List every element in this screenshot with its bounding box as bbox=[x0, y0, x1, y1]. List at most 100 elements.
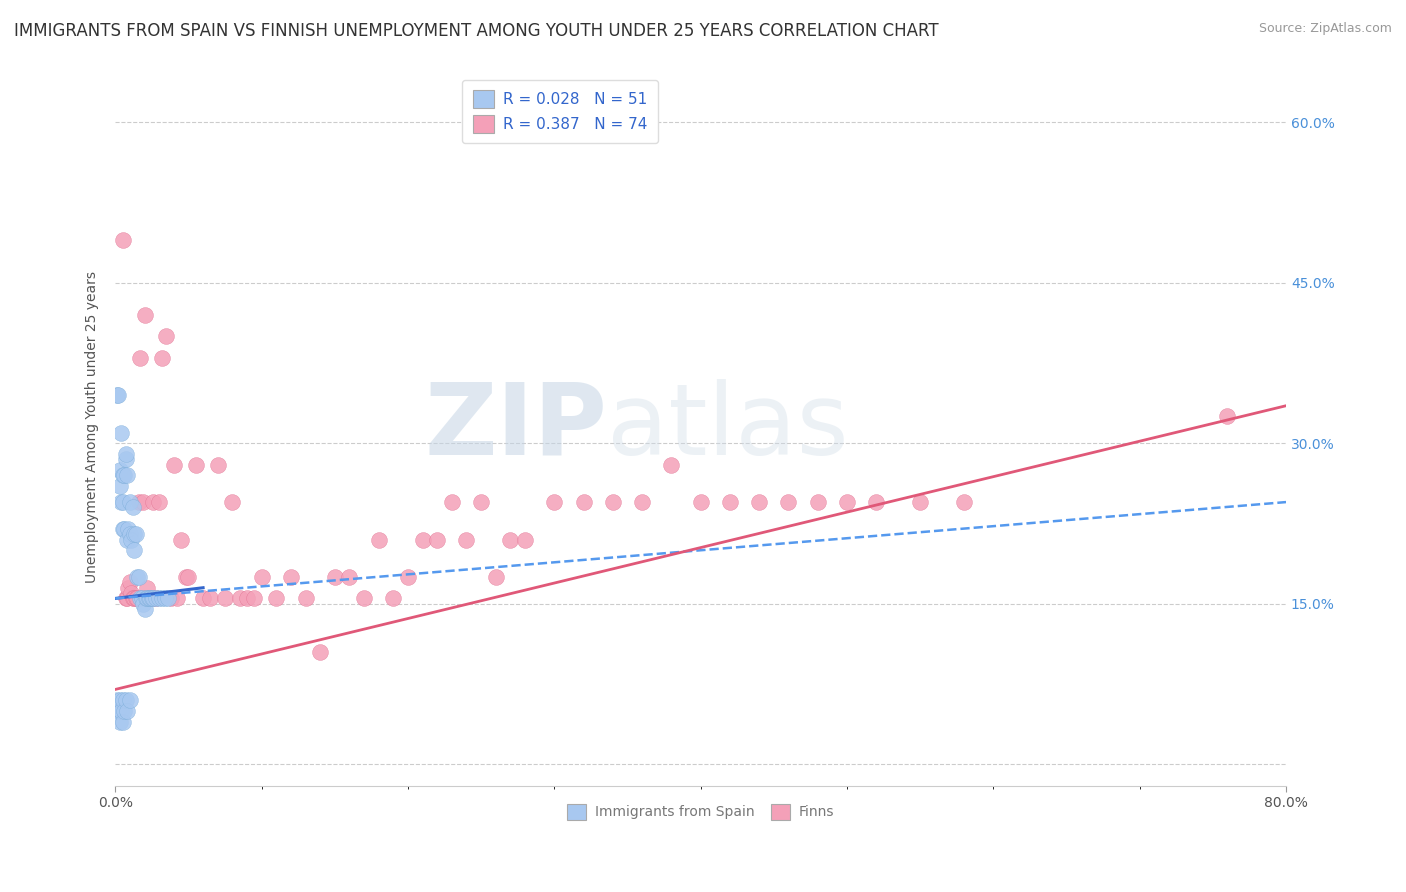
Point bbox=[118, 575, 141, 590]
Point bbox=[631, 495, 654, 509]
Point bbox=[309, 645, 332, 659]
Point bbox=[156, 591, 179, 606]
Point bbox=[200, 591, 222, 606]
Point bbox=[110, 704, 132, 718]
Point bbox=[396, 570, 419, 584]
Point bbox=[155, 329, 177, 343]
Point bbox=[412, 533, 434, 547]
Point bbox=[718, 495, 741, 509]
Point bbox=[138, 591, 160, 606]
Point bbox=[129, 351, 152, 365]
Point bbox=[572, 495, 595, 509]
Point bbox=[110, 495, 132, 509]
Point bbox=[111, 522, 134, 536]
Point bbox=[280, 570, 302, 584]
Point bbox=[177, 570, 200, 584]
Point bbox=[1216, 409, 1239, 424]
Point bbox=[120, 533, 142, 547]
Point bbox=[908, 495, 931, 509]
Point bbox=[111, 714, 134, 729]
Point bbox=[128, 570, 150, 584]
Point bbox=[115, 468, 138, 483]
Point bbox=[426, 533, 449, 547]
Point bbox=[207, 458, 229, 472]
Point bbox=[150, 591, 173, 606]
Point bbox=[153, 591, 176, 606]
Text: IMMIGRANTS FROM SPAIN VS FINNISH UNEMPLOYMENT AMONG YOUTH UNDER 25 YEARS CORRELA: IMMIGRANTS FROM SPAIN VS FINNISH UNEMPLO… bbox=[14, 22, 939, 40]
Point bbox=[136, 581, 159, 595]
Text: Source: ZipAtlas.com: Source: ZipAtlas.com bbox=[1258, 22, 1392, 36]
Point bbox=[134, 602, 156, 616]
Point bbox=[125, 527, 148, 541]
Point bbox=[456, 533, 478, 547]
Point bbox=[953, 495, 976, 509]
Point bbox=[108, 693, 131, 707]
Point bbox=[148, 591, 170, 606]
Point bbox=[602, 495, 624, 509]
Point bbox=[243, 591, 266, 606]
Point bbox=[112, 704, 135, 718]
Point bbox=[131, 591, 153, 606]
Point bbox=[131, 591, 153, 606]
Point bbox=[184, 458, 207, 472]
Point bbox=[250, 570, 273, 584]
Point bbox=[163, 458, 186, 472]
Point bbox=[118, 527, 141, 541]
Point bbox=[543, 495, 565, 509]
Point bbox=[513, 533, 536, 547]
Point bbox=[339, 570, 361, 584]
Point bbox=[115, 591, 138, 606]
Point bbox=[127, 570, 149, 584]
Text: ZIP: ZIP bbox=[425, 378, 607, 475]
Point bbox=[145, 591, 167, 606]
Point bbox=[191, 591, 214, 606]
Point bbox=[440, 495, 463, 509]
Point bbox=[353, 591, 375, 606]
Point bbox=[689, 495, 711, 509]
Point bbox=[264, 591, 287, 606]
Point bbox=[121, 591, 143, 606]
Point bbox=[499, 533, 522, 547]
Point bbox=[138, 591, 160, 606]
Point bbox=[139, 591, 162, 606]
Point bbox=[120, 586, 142, 600]
Point bbox=[170, 533, 193, 547]
Point bbox=[108, 463, 131, 477]
Point bbox=[117, 522, 139, 536]
Point bbox=[107, 704, 129, 718]
Point bbox=[132, 597, 155, 611]
Point bbox=[115, 533, 138, 547]
Point bbox=[136, 591, 159, 606]
Point bbox=[367, 533, 389, 547]
Point bbox=[127, 591, 149, 606]
Point bbox=[124, 543, 146, 558]
Point bbox=[105, 388, 128, 402]
Point bbox=[141, 591, 163, 606]
Point bbox=[142, 495, 165, 509]
Point bbox=[118, 693, 141, 707]
Point bbox=[117, 581, 139, 595]
Point bbox=[108, 479, 131, 493]
Point bbox=[148, 495, 170, 509]
Point bbox=[470, 495, 492, 509]
Point bbox=[228, 591, 250, 606]
Point bbox=[141, 591, 163, 606]
Point bbox=[124, 527, 146, 541]
Point bbox=[778, 495, 800, 509]
Point bbox=[132, 495, 155, 509]
Text: atlas: atlas bbox=[607, 378, 849, 475]
Point bbox=[748, 495, 770, 509]
Point bbox=[160, 591, 183, 606]
Point bbox=[112, 522, 135, 536]
Point bbox=[114, 693, 136, 707]
Y-axis label: Unemployment Among Youth under 25 years: Unemployment Among Youth under 25 years bbox=[86, 271, 100, 583]
Point bbox=[128, 495, 150, 509]
Point bbox=[114, 591, 136, 606]
Point bbox=[111, 468, 134, 483]
Point bbox=[107, 388, 129, 402]
Point bbox=[129, 591, 152, 606]
Point bbox=[139, 591, 162, 606]
Point bbox=[214, 591, 236, 606]
Point bbox=[114, 447, 136, 461]
Point bbox=[112, 468, 135, 483]
